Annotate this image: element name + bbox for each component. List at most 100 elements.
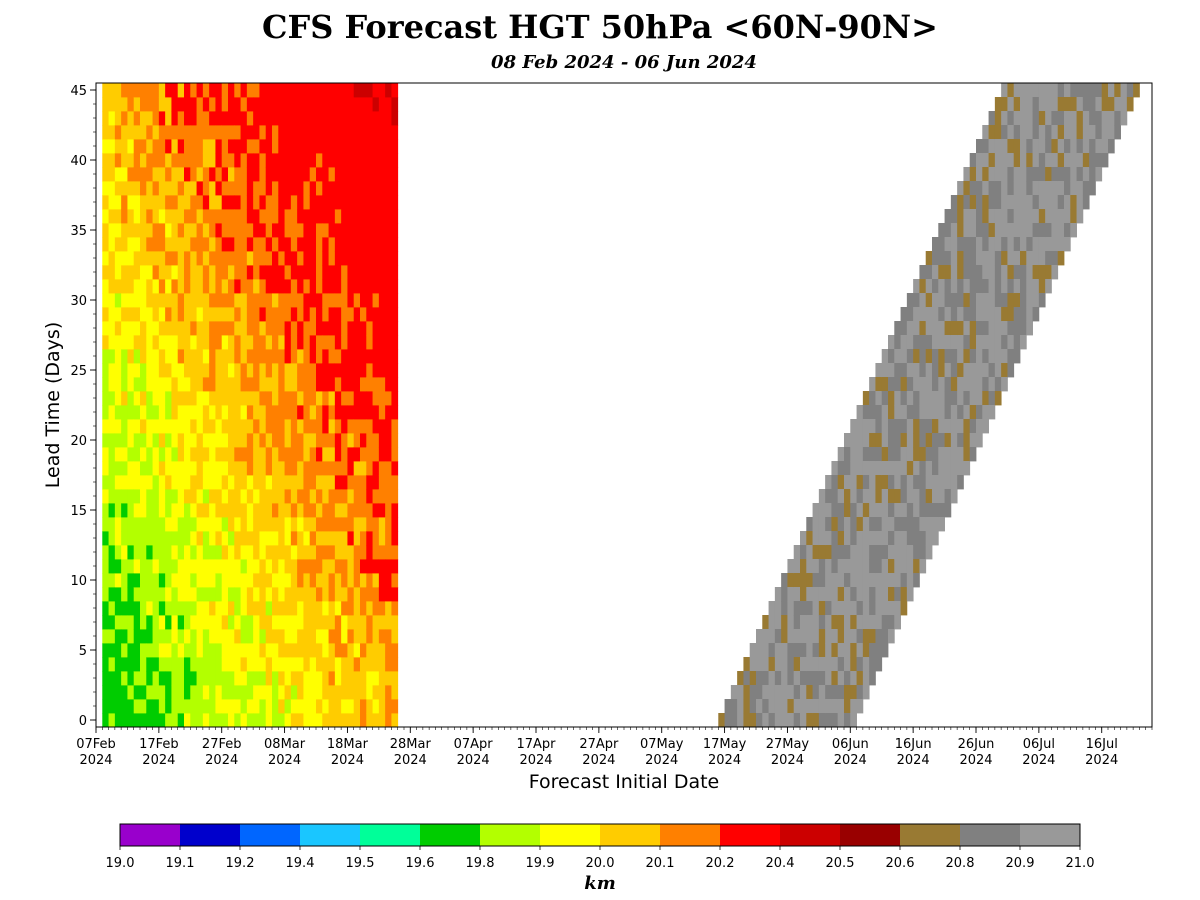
heatmap-cell — [140, 83, 147, 98]
heatmap-cell — [1032, 153, 1040, 168]
heatmap-cell — [146, 657, 153, 672]
heatmap-cell — [265, 685, 273, 700]
heatmap-cell — [944, 307, 952, 322]
heatmap-cell — [328, 335, 336, 350]
heatmap-cell — [391, 307, 399, 322]
heatmap-cell — [190, 685, 197, 700]
heatmap-cell — [1013, 195, 1021, 210]
heatmap-cell — [341, 643, 348, 658]
heatmap-cell — [913, 489, 920, 504]
heatmap-cell — [378, 83, 386, 98]
heatmap-cell — [146, 363, 153, 378]
heatmap-cell — [347, 643, 355, 658]
heatmap-cell — [812, 629, 820, 644]
heatmap-cell — [963, 405, 971, 420]
heatmap-cell — [774, 601, 782, 616]
heatmap-cell — [316, 629, 323, 644]
heatmap-cell — [881, 601, 889, 616]
heatmap-cell — [102, 503, 109, 518]
heatmap-cell — [844, 559, 851, 574]
heatmap-cell — [800, 713, 807, 728]
heatmap-cell — [221, 97, 229, 112]
heatmap-cell — [900, 461, 908, 476]
heatmap-cell — [253, 601, 260, 616]
heatmap-cell — [184, 251, 191, 266]
heatmap-cell — [743, 685, 751, 700]
heatmap-cell — [391, 615, 399, 630]
heatmap-cell — [190, 195, 197, 210]
heatmap-cell — [316, 503, 323, 518]
heatmap-cell — [190, 363, 197, 378]
heatmap-cell — [228, 671, 235, 686]
heatmap-cell — [165, 699, 172, 714]
heatmap-cell — [869, 391, 876, 406]
heatmap-cell — [152, 223, 160, 238]
heatmap-cell — [950, 363, 958, 378]
heatmap-cell — [957, 391, 964, 406]
heatmap-cell — [290, 181, 298, 196]
heatmap-cell — [322, 97, 329, 112]
heatmap-cell — [316, 349, 323, 364]
heatmap-cell — [303, 307, 311, 322]
heatmap-cell — [284, 167, 292, 182]
heatmap-cell — [1057, 167, 1065, 182]
heatmap-cell — [969, 181, 977, 196]
heatmap-cell — [108, 111, 116, 126]
heatmap-cell — [385, 265, 392, 280]
heatmap-cell — [787, 587, 795, 602]
heatmap-cell — [221, 461, 229, 476]
heatmap-cell — [215, 573, 223, 588]
heatmap-cell — [140, 307, 147, 322]
heatmap-cell — [347, 153, 355, 168]
heatmap-cell — [246, 153, 254, 168]
heatmap-cell — [265, 629, 273, 644]
heatmap-cell — [215, 685, 223, 700]
heatmap-cell — [133, 601, 141, 616]
heatmap-cell — [184, 615, 191, 630]
heatmap-cell — [297, 671, 304, 686]
heatmap-cell — [184, 475, 191, 490]
heatmap-cell — [171, 349, 179, 364]
colorbar-swatch — [840, 824, 901, 846]
heatmap-cell — [366, 671, 373, 686]
heatmap-cell — [976, 279, 983, 294]
heatmap-cell — [259, 531, 267, 546]
heatmap-cell — [196, 153, 204, 168]
heatmap-cell — [284, 475, 292, 490]
heatmap-cell — [341, 685, 348, 700]
heatmap-cell — [309, 223, 317, 238]
heatmap-cell — [1076, 125, 1084, 140]
heatmap-cell — [253, 587, 260, 602]
heatmap-cell — [171, 433, 179, 448]
heatmap-cell — [1120, 97, 1128, 112]
heatmap-cell — [196, 335, 204, 350]
heatmap-cell — [341, 419, 348, 434]
heatmap-cell — [366, 181, 373, 196]
heatmap-cell — [391, 629, 399, 644]
heatmap-cell — [102, 209, 109, 224]
heatmap-cell — [1032, 293, 1040, 308]
heatmap-cell — [900, 489, 908, 504]
heatmap-cell — [215, 195, 223, 210]
heatmap-cell — [800, 573, 807, 588]
heatmap-cell — [234, 657, 241, 672]
heatmap-cell — [831, 545, 839, 560]
heatmap-cell — [1038, 265, 1046, 280]
heatmap-cell — [121, 111, 128, 126]
heatmap-cell — [108, 153, 116, 168]
heatmap-cell — [146, 503, 153, 518]
heatmap-cell — [1001, 209, 1008, 224]
heatmap-cell — [246, 419, 254, 434]
heatmap-cell — [1082, 167, 1090, 182]
heatmap-cell — [108, 671, 116, 686]
heatmap-cell — [385, 461, 392, 476]
heatmap-cell — [341, 433, 348, 448]
y-tick-label: 25 — [70, 364, 87, 379]
heatmap-cell — [108, 335, 116, 350]
heatmap-cell — [932, 517, 939, 532]
heatmap-cell — [209, 419, 216, 434]
heatmap-cell — [353, 321, 361, 336]
heatmap-cell — [259, 419, 267, 434]
heatmap-cell — [768, 615, 776, 630]
heatmap-cell — [385, 251, 392, 266]
